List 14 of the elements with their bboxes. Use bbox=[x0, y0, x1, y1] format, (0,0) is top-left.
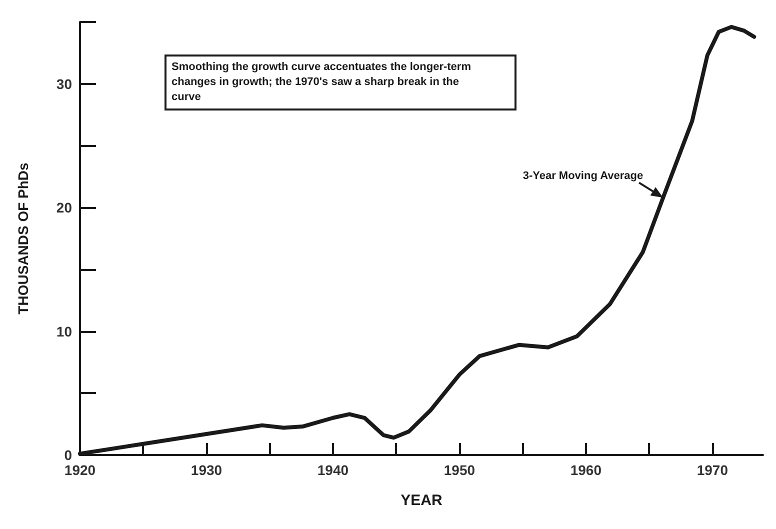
x-tick-label: 1970 bbox=[696, 462, 728, 478]
x-tick-label: 1960 bbox=[570, 462, 602, 478]
annotation: Smoothing the growth curve accentuates the longer-term changes in growth; the 1970's saw a sharp break in the curve bbox=[172, 61, 474, 103]
x-tick-label: 1950 bbox=[444, 462, 476, 478]
x-tick-label: 1940 bbox=[317, 462, 349, 478]
y-tick-label: 20 bbox=[56, 200, 72, 216]
y-tick-label: 0 bbox=[64, 447, 72, 463]
y-tick-label: 10 bbox=[56, 323, 72, 340]
x-tick-label: 1930 bbox=[190, 462, 222, 478]
annotation: 3-Year Moving Average bbox=[522, 170, 644, 182]
x-tick-label: 1920 bbox=[64, 462, 96, 478]
y-tick-label: 30 bbox=[56, 76, 72, 92]
x-axis-title: YEAR bbox=[400, 492, 442, 509]
y-axis-title: THOUSANDS OF PhDs bbox=[15, 162, 31, 314]
